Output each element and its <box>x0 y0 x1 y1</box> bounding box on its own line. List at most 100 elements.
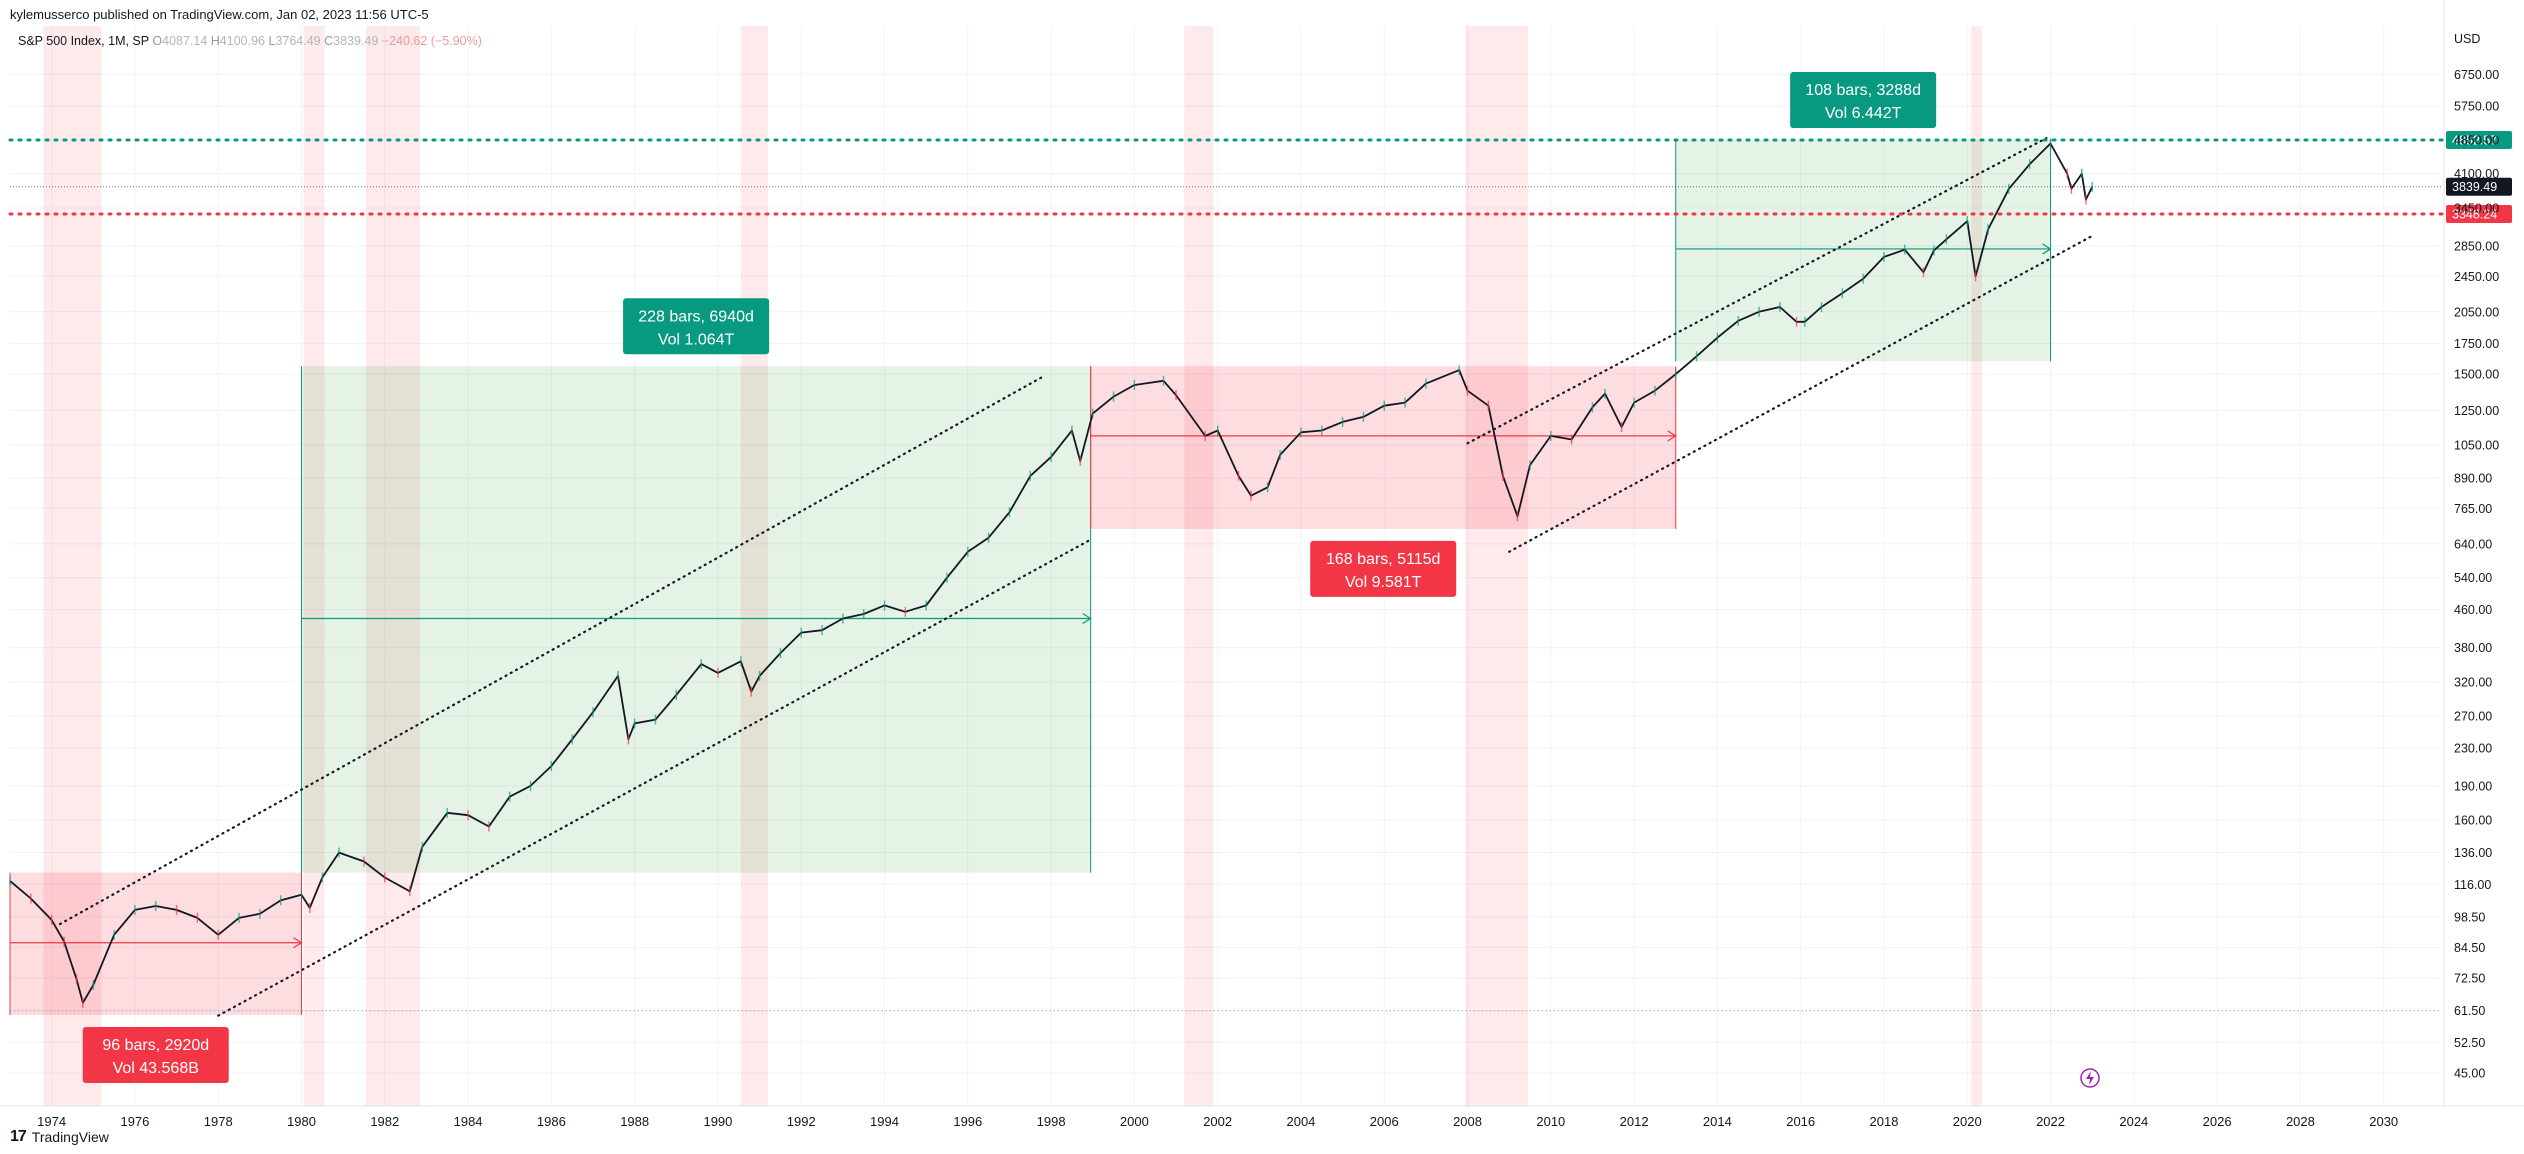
x-tick-label: 1990 <box>703 1114 732 1129</box>
price-line <box>9 142 2094 1004</box>
measurement-label-box <box>82 1026 229 1083</box>
x-tick-label: 1974 <box>37 1114 66 1129</box>
price-level-tag-label: 4852.57 <box>2452 134 2497 148</box>
footer: 17 TradingView <box>10 1128 109 1146</box>
x-tick-label: 2024 <box>2119 1114 2148 1129</box>
x-tick-label: 2010 <box>1536 1114 1565 1129</box>
measurement-label-bars: 96 bars, 2920d <box>102 1037 209 1054</box>
y-tick-label: 4100.00 <box>2454 167 2499 181</box>
price-level-tag-label: 3348.24 <box>2452 208 2497 222</box>
y-tick-label: 2450.00 <box>2454 270 2499 284</box>
x-tick-label: 2004 <box>1286 1114 1315 1129</box>
y-tick-label: 98.50 <box>2454 910 2485 924</box>
x-tick-label: 1976 <box>120 1114 149 1129</box>
y-tick-label: 4850.00 <box>2454 134 2499 148</box>
x-tick-label: 2028 <box>2286 1114 2315 1129</box>
tradingview-logo-icon[interactable]: 17 <box>10 1128 27 1145</box>
lightning-icon[interactable] <box>2080 1068 2100 1088</box>
x-tick-label: 2022 <box>2036 1114 2065 1129</box>
measurement-box <box>1090 366 1676 529</box>
y-tick-label: 2850.00 <box>2454 240 2499 254</box>
y-tick-label: 6750.00 <box>2454 68 2499 82</box>
y-tick-label: 5750.00 <box>2454 100 2499 114</box>
recession-band <box>740 26 768 1106</box>
y-tick-label: 52.50 <box>2454 1036 2485 1050</box>
measurement-box <box>10 872 302 1015</box>
measurement-label-bars: 108 bars, 3288d <box>1805 82 1921 99</box>
y-tick-label: 230.00 <box>2454 741 2492 755</box>
publisher-line: kylemusserco published on TradingView.co… <box>10 7 429 22</box>
x-tick-label: 2014 <box>1703 1114 1732 1129</box>
x-tick-label: 1982 <box>370 1114 399 1129</box>
current-price-tag <box>2446 177 2512 196</box>
low-value-label: L3764.49 <box>268 34 321 48</box>
y-tick-label: 84.50 <box>2454 941 2485 955</box>
y-tick-label: 1250.00 <box>2454 404 2499 418</box>
x-tick-label: 1996 <box>953 1114 982 1129</box>
measurement-label-volume: Vol 43.568B <box>113 1060 199 1077</box>
x-tick-label: 2020 <box>1953 1114 1982 1129</box>
x-tick-label: 2000 <box>1120 1114 1149 1129</box>
x-tick-label: 1994 <box>870 1114 899 1129</box>
y-tick-label: 61.50 <box>2454 1004 2485 1018</box>
measurement-boxes <box>9 140 2052 1015</box>
x-tick-label: 1980 <box>287 1114 316 1129</box>
y-tick-label: 160.00 <box>2454 814 2492 828</box>
symbol-name[interactable]: S&P 500 Index, 1M, SP <box>18 34 149 48</box>
recession-band <box>366 26 421 1106</box>
change-value: −240.62 (−5.90%) <box>381 34 482 48</box>
measurement-label-box <box>1790 72 1937 129</box>
x-axis: 1974 1976 1978 1980 1982 1984 1986 1988 1990 1992… <box>0 1105 2524 1129</box>
y-tick-label: 270.00 <box>2454 709 2492 723</box>
x-tick-label: 2026 <box>2203 1114 2232 1129</box>
measurement-label-volume: Vol 9.581T <box>1345 574 1422 591</box>
symbol-legend: S&P 500 Index, 1M, SP O4087.14 H4100.96 … <box>18 34 482 48</box>
x-tick-label: 1988 <box>620 1114 649 1129</box>
chart-grid <box>10 26 2442 1106</box>
recession-band <box>43 26 102 1106</box>
current-price-tag-label: 3839.49 <box>2452 180 2497 194</box>
measurement-labels: 96 bars, 2920d Vol 43.568B 228 bars, 6940d… <box>82 72 1937 1083</box>
close-value-label: C3839.49 <box>324 34 379 48</box>
y-tick-label: 1050.00 <box>2454 439 2499 453</box>
y-tick-label: 45.00 <box>2454 1066 2485 1080</box>
recession-band <box>1465 26 1528 1106</box>
measurement-arrow-head <box>293 937 303 949</box>
y-tick-label: 1500.00 <box>2454 368 2499 382</box>
y-tick-label: 460.00 <box>2454 603 2492 617</box>
y-tick-label: 136.00 <box>2454 846 2492 860</box>
y-tick-label: 380.00 <box>2454 641 2492 655</box>
measurement-label-bars: 228 bars, 6940d <box>638 308 754 325</box>
y-tick-label: 765.00 <box>2454 502 2492 516</box>
y-tick-label: 2050.00 <box>2454 305 2499 319</box>
footer-brand[interactable]: TradingView <box>31 1129 109 1145</box>
y-axis: USD 6750.00 5750.00 4850.00 4100.00 3450.00 28… <box>2443 0 2499 1106</box>
x-tick-label: 1986 <box>537 1114 566 1129</box>
measurement-box <box>1675 140 2051 362</box>
trend-line <box>1466 137 2048 445</box>
x-tick-label: 2018 <box>1870 1114 1899 1129</box>
y-tick-label: 890.00 <box>2454 472 2492 486</box>
measurement-arrow-head <box>1082 613 1092 625</box>
price-levels: 4852.57 3348.24 3839.49 <box>8 131 2512 1012</box>
x-tick-label: 1984 <box>454 1114 483 1129</box>
y-tick-label: 540.00 <box>2454 571 2492 585</box>
price-level-tag <box>2446 205 2512 224</box>
open-value-label: O4087.14 <box>152 34 208 48</box>
x-tick-label: 2012 <box>1620 1114 1649 1129</box>
price-series <box>9 138 2094 1008</box>
recession-band <box>303 26 325 1106</box>
y-tick-label: 190.00 <box>2454 779 2492 793</box>
x-tick-label: 2016 <box>1786 1114 1815 1129</box>
y-tick-label: 320.00 <box>2454 676 2492 690</box>
recession-band <box>1971 26 1982 1106</box>
measurement-label-box <box>1310 540 1457 597</box>
measurement-label-bars: 168 bars, 5115d <box>1326 551 1440 568</box>
x-tick-label: 1992 <box>787 1114 816 1129</box>
y-tick-label: 640.00 <box>2454 537 2492 551</box>
y-axis-unit: USD <box>2454 32 2480 46</box>
x-tick-label: 2002 <box>1203 1114 1232 1129</box>
price-level-tag <box>2446 131 2512 150</box>
x-tick-label: 2006 <box>1370 1114 1399 1129</box>
